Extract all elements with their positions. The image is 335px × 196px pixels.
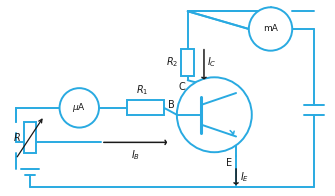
Text: B: B [168,100,175,110]
Bar [127,101,164,115]
Text: $\mu$A: $\mu$A [72,101,86,114]
Text: $R$: $R$ [13,132,21,143]
Text: $I_C$: $I_C$ [207,56,216,69]
Text: $R_1$: $R_1$ [136,83,148,96]
Circle shape [177,77,252,152]
Text: $I_B$: $I_B$ [131,148,140,162]
Bar [181,49,194,76]
Circle shape [249,7,292,51]
Text: E: E [226,158,232,168]
Text: $R_2$: $R_2$ [166,56,178,69]
Bar [23,122,37,153]
Text: C: C [178,82,185,92]
Text: $I_E$: $I_E$ [240,170,249,184]
Text: mA: mA [263,24,278,34]
Circle shape [60,88,99,128]
